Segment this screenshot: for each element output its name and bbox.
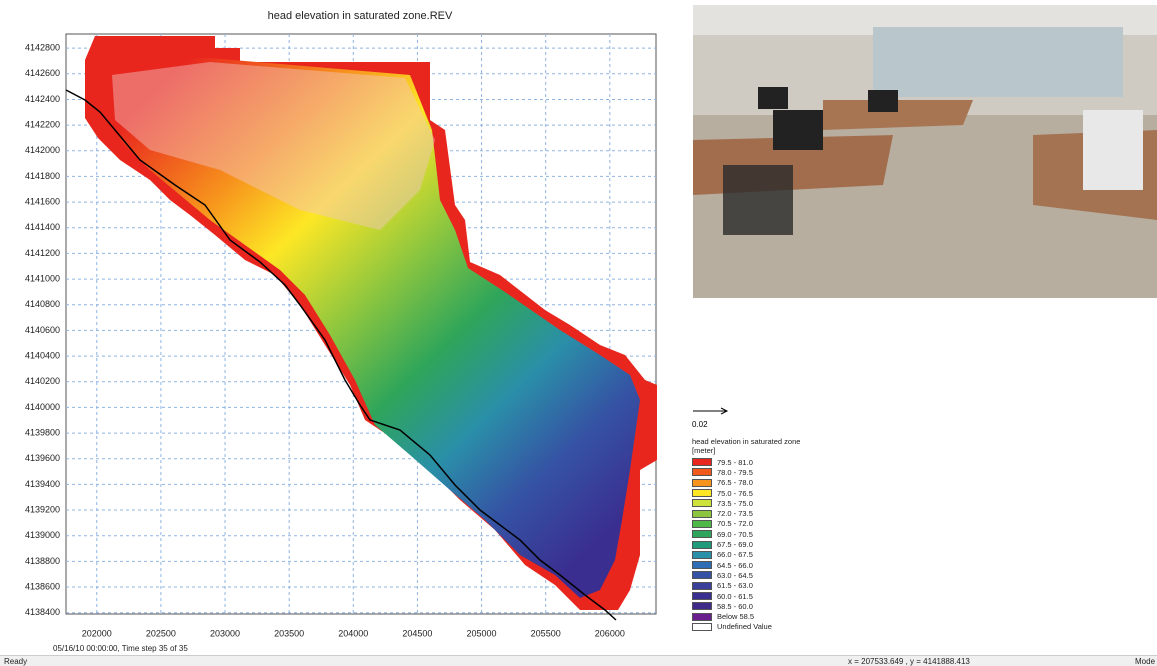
x-tick-label: 206000 (595, 628, 625, 638)
legend-item: 73.5 - 75.0 (692, 498, 802, 508)
legend-item: 79.5 - 81.0 (692, 457, 802, 467)
y-tick-label: 4141000 (25, 273, 60, 283)
plot-title: head elevation in saturated zone.REV (268, 10, 453, 22)
screen: head elevation in saturated zone.REV 05/… (0, 0, 1157, 666)
y-tick-label: 4139600 (25, 453, 60, 463)
legend-label: Undefined Value (717, 622, 772, 631)
legend-swatch (692, 489, 712, 497)
scale-label: 0.02 (692, 420, 708, 429)
legend-item: Below 58.5 (692, 611, 802, 621)
x-tick-label: 204500 (402, 628, 432, 638)
y-tick-label: 4142200 (25, 119, 60, 129)
legend-title: head elevation in saturated zone [meter] (692, 437, 802, 455)
legend-swatch (692, 623, 712, 631)
x-tick-label: 202500 (146, 628, 176, 638)
y-tick-label: 4142600 (25, 68, 60, 78)
legend-label: 66.0 - 67.5 (717, 550, 753, 559)
legend-item: Undefined Value (692, 622, 802, 632)
y-tick-label: 4138600 (25, 581, 60, 591)
y-tick-label: 4142800 (25, 42, 60, 52)
legend-label: 75.0 - 76.5 (717, 489, 753, 498)
legend-item: 69.0 - 70.5 (692, 529, 802, 539)
legend-label: 61.5 - 63.0 (717, 581, 753, 590)
legend-label: 63.0 - 64.5 (717, 571, 753, 580)
legend-item: 66.0 - 67.5 (692, 550, 802, 560)
y-tick-label: 4140400 (25, 350, 60, 360)
legend-swatch (692, 551, 712, 559)
y-tick-label: 4140800 (25, 299, 60, 309)
legend-item: 61.5 - 63.0 (692, 581, 802, 591)
legend-item: 67.5 - 69.0 (692, 539, 802, 549)
y-tick-label: 4140000 (25, 402, 60, 412)
legend-label: 64.5 - 66.0 (717, 561, 753, 570)
cursor-coords: x = 207533.649 , y = 4141888.413 (848, 657, 970, 666)
status-text: Ready (4, 657, 27, 666)
y-tick-label: 4142000 (25, 145, 60, 155)
legend-item: 72.0 - 73.5 (692, 508, 802, 518)
timestamp: 05/16/10 00:00:00, Time step 35 of 35 (53, 644, 188, 653)
y-tick-label: 4141200 (25, 248, 60, 258)
legend-label: 78.0 - 79.5 (717, 468, 753, 477)
legend-label: 58.5 - 60.0 (717, 602, 753, 611)
legend-item: 58.5 - 60.0 (692, 601, 802, 611)
legend-swatch (692, 571, 712, 579)
legend-label: 76.5 - 78.0 (717, 478, 753, 487)
y-tick-label: 4142400 (25, 94, 60, 104)
legend-label: 70.5 - 72.0 (717, 519, 753, 528)
legend-swatch (692, 561, 712, 569)
y-tick-label: 4141400 (25, 222, 60, 232)
legend-item: 60.0 - 61.5 (692, 591, 802, 601)
x-tick-label: 202000 (82, 628, 112, 638)
y-tick-label: 4139000 (25, 530, 60, 540)
legend-item: 78.0 - 79.5 (692, 467, 802, 477)
legend-swatch (692, 613, 712, 621)
y-tick-label: 4138400 (25, 607, 60, 617)
legend-label: 67.5 - 69.0 (717, 540, 753, 549)
legend-swatch (692, 510, 712, 518)
legend-swatch (692, 582, 712, 590)
legend-label: 69.0 - 70.5 (717, 530, 753, 539)
y-tick-label: 4139200 (25, 504, 60, 514)
legend-item: 70.5 - 72.0 (692, 519, 802, 529)
x-tick-label: 205500 (531, 628, 561, 638)
y-tick-label: 4139400 (25, 479, 60, 489)
legend-swatch (692, 602, 712, 610)
legend-swatch (692, 530, 712, 538)
y-tick-label: 4140200 (25, 376, 60, 386)
legend-swatch (692, 592, 712, 600)
y-tick-label: 4138800 (25, 556, 60, 566)
y-tick-label: 4141600 (25, 196, 60, 206)
legend-item: 75.0 - 76.5 (692, 488, 802, 498)
legend-swatch (692, 468, 712, 476)
x-tick-label: 204000 (338, 628, 368, 638)
legend-swatch (692, 458, 712, 466)
legend-label: 73.5 - 75.0 (717, 499, 753, 508)
x-tick-label: 205000 (467, 628, 497, 638)
legend-label: 79.5 - 81.0 (717, 458, 753, 467)
legend-item: 76.5 - 78.0 (692, 478, 802, 488)
legend: head elevation in saturated zone [meter]… (692, 437, 802, 632)
legend-item: 63.0 - 64.5 (692, 570, 802, 580)
y-tick-label: 4140600 (25, 325, 60, 335)
legend-label: 60.0 - 61.5 (717, 592, 753, 601)
x-tick-label: 203500 (274, 628, 304, 638)
legend-swatch (692, 479, 712, 487)
mode-indicator: Mode (1135, 657, 1155, 666)
y-tick-label: 4141800 (25, 171, 60, 181)
legend-swatch (692, 541, 712, 549)
scale-arrow (690, 402, 730, 422)
legend-item: 64.5 - 66.0 (692, 560, 802, 570)
plot: head elevation in saturated zone.REV 05/… (0, 0, 690, 655)
room-photo (693, 5, 1157, 298)
status-bar: Ready x = 207533.649 , y = 4141888.413 M… (0, 655, 1157, 666)
legend-swatch (692, 499, 712, 507)
legend-label: Below 58.5 (717, 612, 754, 621)
legend-swatch (692, 520, 712, 528)
x-tick-label: 203000 (210, 628, 240, 638)
y-tick-label: 4139800 (25, 427, 60, 437)
legend-label: 72.0 - 73.5 (717, 509, 753, 518)
